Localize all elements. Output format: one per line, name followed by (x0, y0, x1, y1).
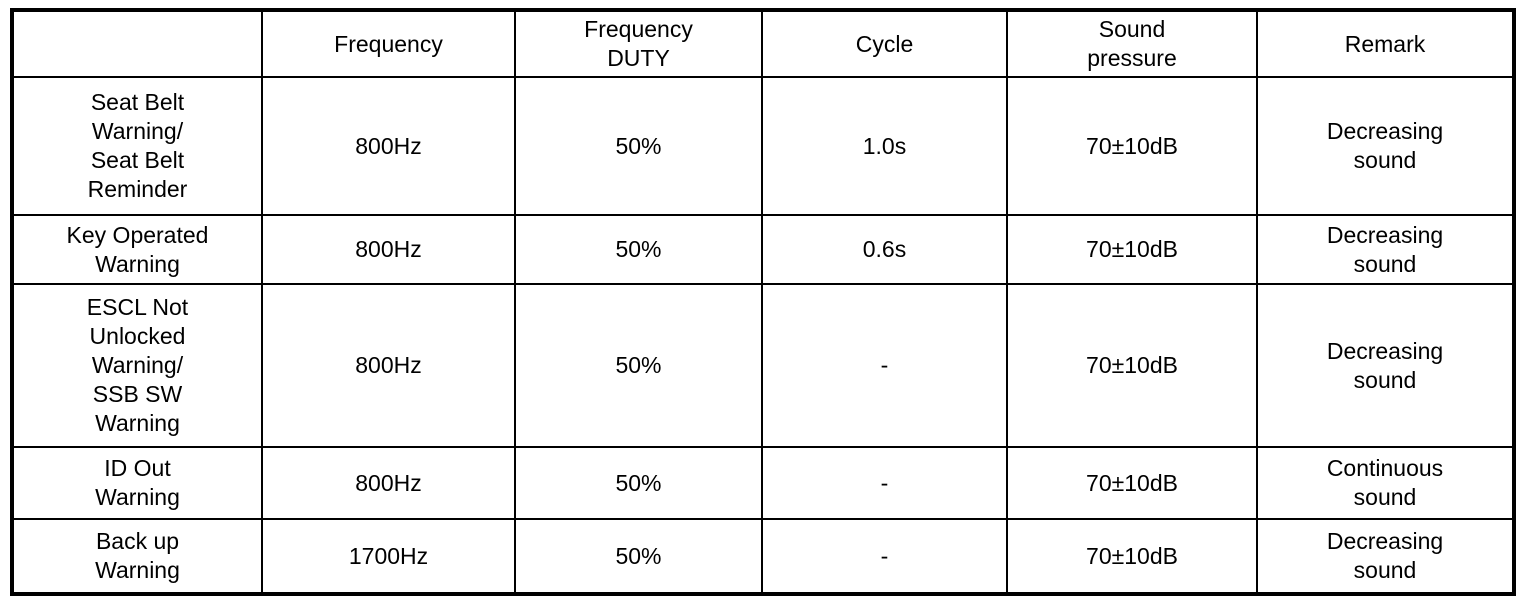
cycle-cell: - (761, 283, 1008, 448)
header-cell-blank (11, 9, 263, 78)
table-row-seat-belt-warning: Seat Belt Warning/ Seat Belt Reminder 80… (11, 76, 1515, 216)
row-label-cell: Key Operated Warning (11, 214, 263, 285)
cycle-cell: 1.0s (761, 76, 1008, 216)
sound-pressure-cell: 70±10dB (1006, 446, 1258, 520)
sound-pressure-cell: 70±10dB (1006, 214, 1258, 285)
header-cell-cycle: Cycle (761, 9, 1008, 78)
frequency-cell: 800Hz (261, 283, 516, 448)
duty-cell: 50% (514, 76, 763, 216)
table-row-id-out-warning: ID Out Warning 800Hz 50% - 70±10dB Conti… (11, 446, 1515, 520)
duty-cell: 50% (514, 283, 763, 448)
table-row-key-operated-warning: Key Operated Warning 800Hz 50% 0.6s 70±1… (11, 214, 1515, 285)
remark-cell: Decreasing sound (1256, 518, 1515, 595)
remark-cell: Continuous sound (1256, 446, 1515, 520)
table-row-back-up-warning: Back up Warning 1700Hz 50% - 70±10dB Dec… (11, 518, 1515, 595)
warning-sound-spec-table: Frequency Frequency DUTY Cycle Sound pre… (10, 8, 1516, 596)
table-row-escl-not-unlocked-warning: ESCL Not Unlocked Warning/ SSB SW Warnin… (11, 283, 1515, 448)
row-label-cell: Seat Belt Warning/ Seat Belt Reminder (11, 76, 263, 216)
row-label-cell: ESCL Not Unlocked Warning/ SSB SW Warnin… (11, 283, 263, 448)
frequency-cell: 800Hz (261, 446, 516, 520)
cycle-cell: - (761, 446, 1008, 520)
duty-cell: 50% (514, 214, 763, 285)
frequency-cell: 800Hz (261, 214, 516, 285)
sound-pressure-cell: 70±10dB (1006, 283, 1258, 448)
header-row: Frequency Frequency DUTY Cycle Sound pre… (11, 9, 1515, 78)
header-cell-frequency: Frequency (261, 9, 516, 78)
duty-cell: 50% (514, 446, 763, 520)
row-label-cell: ID Out Warning (11, 446, 263, 520)
row-label-cell: Back up Warning (11, 518, 263, 595)
frequency-cell: 800Hz (261, 76, 516, 216)
sound-pressure-cell: 70±10dB (1006, 518, 1258, 595)
header-cell-frequency-duty: Frequency DUTY (514, 9, 763, 78)
cycle-cell: - (761, 518, 1008, 595)
remark-cell: Decreasing sound (1256, 76, 1515, 216)
remark-cell: Decreasing sound (1256, 214, 1515, 285)
header-cell-remark: Remark (1256, 9, 1515, 78)
duty-cell: 50% (514, 518, 763, 595)
cycle-cell: 0.6s (761, 214, 1008, 285)
frequency-cell: 1700Hz (261, 518, 516, 595)
header-cell-sound-pressure: Sound pressure (1006, 9, 1258, 78)
remark-cell: Decreasing sound (1256, 283, 1515, 448)
sound-pressure-cell: 70±10dB (1006, 76, 1258, 216)
